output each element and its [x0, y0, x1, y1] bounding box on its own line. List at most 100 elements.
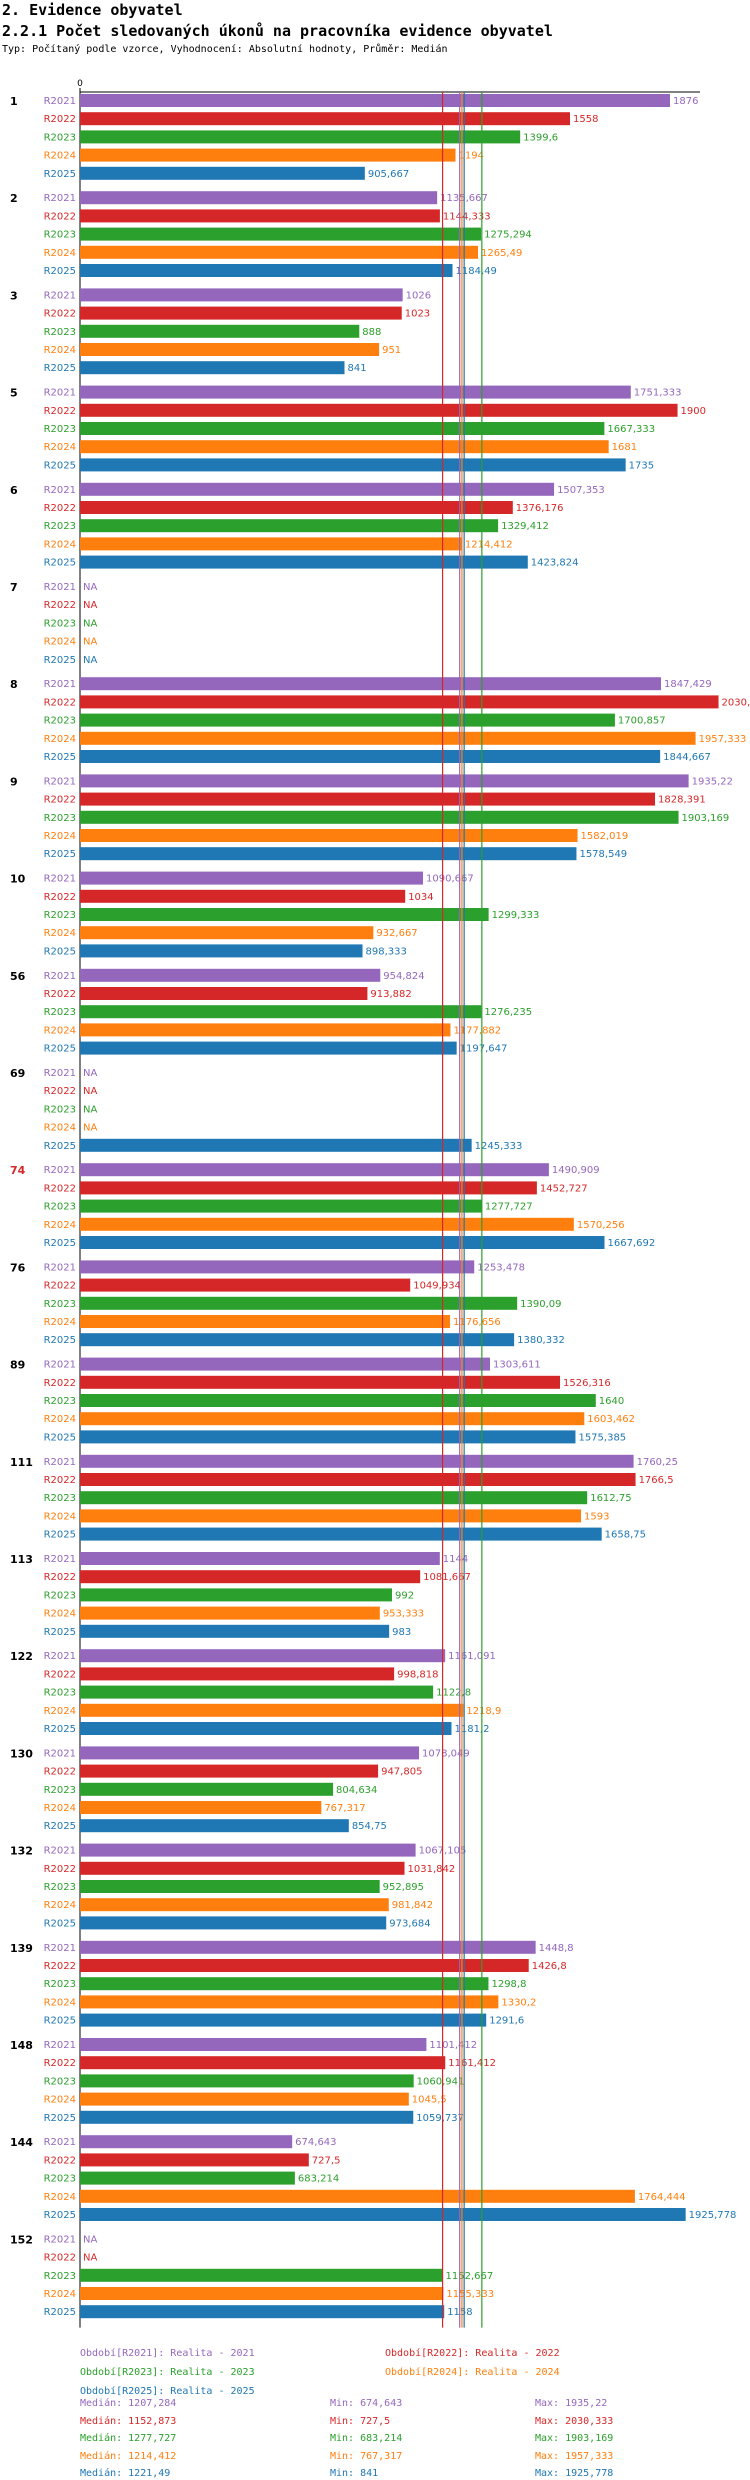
bar [80, 1977, 489, 1991]
bar [80, 1296, 518, 1310]
bar [80, 1454, 634, 1468]
series-label: R2025 [44, 169, 76, 180]
series-label: R2024 [44, 2192, 76, 2203]
bar [80, 1333, 515, 1347]
bar [80, 1412, 585, 1426]
bar [80, 1916, 387, 1930]
series-label: R2021 [44, 1554, 76, 1565]
median-stat: Medián: 1152,873 [80, 2415, 177, 2427]
data-label: 1376,176 [516, 503, 564, 514]
category-label: 1 [10, 95, 18, 108]
bar [80, 166, 365, 180]
category-label: 8 [10, 678, 18, 691]
bar [80, 810, 679, 824]
data-label: 1184,49 [456, 266, 497, 277]
series-label: R2021 [44, 971, 76, 982]
category-label: 122 [10, 1650, 33, 1663]
na-label: NA [83, 2253, 97, 2264]
data-label: 1640 [599, 1396, 624, 1407]
series-label: R2022 [44, 697, 76, 708]
data-label: 1658,75 [605, 1530, 646, 1541]
max-stat: Max: 1957,333 [535, 2450, 614, 2462]
series-label: R2021 [44, 485, 76, 496]
data-label: 888 [362, 327, 381, 338]
category-label: 6 [10, 484, 18, 497]
series-label: R2021 [44, 290, 76, 301]
bar [80, 482, 555, 496]
series-label: R2022 [44, 795, 76, 806]
series-label: R2025 [44, 1044, 76, 1055]
bar [80, 1278, 411, 1292]
data-label: 1214,412 [465, 539, 513, 550]
series-label: R2022 [44, 211, 76, 222]
data-label: 1764,444 [638, 2192, 686, 2203]
min-stat: Min: 727,5 [330, 2415, 391, 2427]
bar [80, 94, 671, 107]
median-stat: Medián: 1277,727 [80, 2433, 177, 2444]
series-label: R2022 [44, 2058, 76, 2069]
bar [80, 2135, 293, 2149]
series-label: R2021 [44, 679, 76, 690]
series-label: R2023 [44, 424, 76, 435]
bar [80, 1236, 605, 1249]
series-label: R2024 [44, 1900, 76, 1911]
data-label: 1155,333 [446, 2289, 494, 2300]
series-label: R2024 [44, 1706, 76, 1717]
data-label: 1925,778 [689, 2210, 737, 2221]
data-label: 1390,09 [520, 1299, 561, 1310]
series-label: R2021 [44, 1165, 76, 1176]
bar [80, 1527, 602, 1541]
category-label: 69 [10, 1067, 25, 1080]
bar [80, 288, 403, 302]
series-label: R2023 [44, 327, 76, 338]
data-label: 952,895 [383, 1882, 424, 1893]
data-label: 727,5 [312, 2155, 341, 2166]
data-label: 683,214 [298, 2174, 339, 2185]
median-stat: Medián: 1221,49 [80, 2468, 171, 2479]
data-label: 951 [382, 345, 401, 356]
series-label: R2023 [44, 1104, 76, 1115]
data-label: 1578,549 [579, 849, 627, 860]
bar [80, 555, 528, 569]
data-label: 1081,667 [423, 1572, 471, 1583]
series-label: R2023 [44, 1493, 76, 1504]
x-tick-label: 0 [77, 79, 83, 89]
series-label: R2022 [44, 2253, 76, 2264]
series-label: R2024 [44, 442, 76, 453]
bar [80, 829, 578, 842]
series-label: R2022 [44, 114, 76, 125]
data-label: 1681 [612, 442, 637, 453]
series-label: R2024 [44, 2289, 76, 2300]
series-label: R2023 [44, 910, 76, 921]
series-label: R2025 [44, 2113, 76, 2124]
max-stat: Max: 1903,169 [535, 2433, 614, 2444]
bar [80, 1843, 416, 1857]
bar [80, 1430, 576, 1444]
data-label: 913,882 [370, 989, 411, 1000]
bar [80, 343, 380, 356]
data-label: 1026 [406, 290, 431, 301]
series-label: R2022 [44, 1378, 76, 1389]
data-label: 1101,412 [429, 2040, 477, 2051]
series-label: R2025 [44, 752, 76, 763]
max-stat: Max: 1925,778 [535, 2468, 614, 2479]
data-label: 953,333 [383, 1609, 424, 1620]
data-label: 1700,857 [618, 716, 666, 727]
data-label: 1045,5 [412, 2095, 447, 2106]
bar [80, 1606, 380, 1620]
bar [80, 1041, 457, 1055]
data-label: 1570,256 [577, 1220, 625, 1231]
series-label: R2025 [44, 460, 76, 471]
bar [80, 1722, 452, 1735]
series-label: R2023 [44, 2076, 76, 2087]
legend-item: Období[R2022]: Realita - 2022 [385, 2348, 560, 2359]
series-label: R2023 [44, 1396, 76, 1407]
data-label: 1152,667 [446, 2271, 494, 2282]
data-label: 973,684 [389, 1918, 430, 1929]
bar [80, 2287, 444, 2300]
series-label: R2025 [44, 1821, 76, 1832]
bar [80, 1588, 392, 1602]
data-label: 1735 [629, 460, 654, 471]
series-label: R2021 [44, 96, 76, 107]
na-label: NA [83, 637, 97, 648]
